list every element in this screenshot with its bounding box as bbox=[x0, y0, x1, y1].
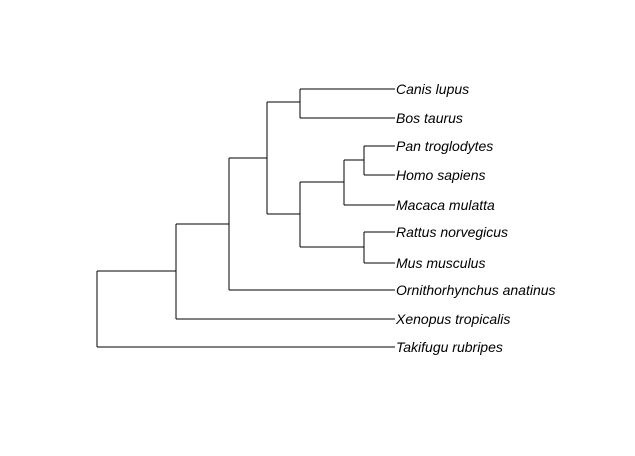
tip-label-mus-musculus: Mus musculus bbox=[396, 255, 485, 271]
tip-label-rattus-norvegicus: Rattus norvegicus bbox=[396, 224, 508, 240]
tip-label-bos-taurus: Bos taurus bbox=[396, 110, 463, 126]
tip-label-takifugu-rubripes: Takifugu rubripes bbox=[396, 339, 503, 355]
tip-labels: Canis lupus Bos taurus Pan troglodytes H… bbox=[395, 81, 556, 355]
tree-branches bbox=[96, 88, 395, 348]
tip-label-pan-troglodytes: Pan troglodytes bbox=[396, 138, 493, 154]
tip-label-ornithorhynchus-anatinus: Ornithorhynchus anatinus bbox=[396, 282, 556, 298]
tip-label-macaca-mulatta: Macaca mulatta bbox=[396, 197, 495, 213]
tip-label-canis-lupus: Canis lupus bbox=[396, 81, 469, 97]
tip-label-xenopus-tropicalis: Xenopus tropicalis bbox=[395, 311, 510, 327]
tip-label-homo-sapiens: Homo sapiens bbox=[396, 167, 486, 183]
